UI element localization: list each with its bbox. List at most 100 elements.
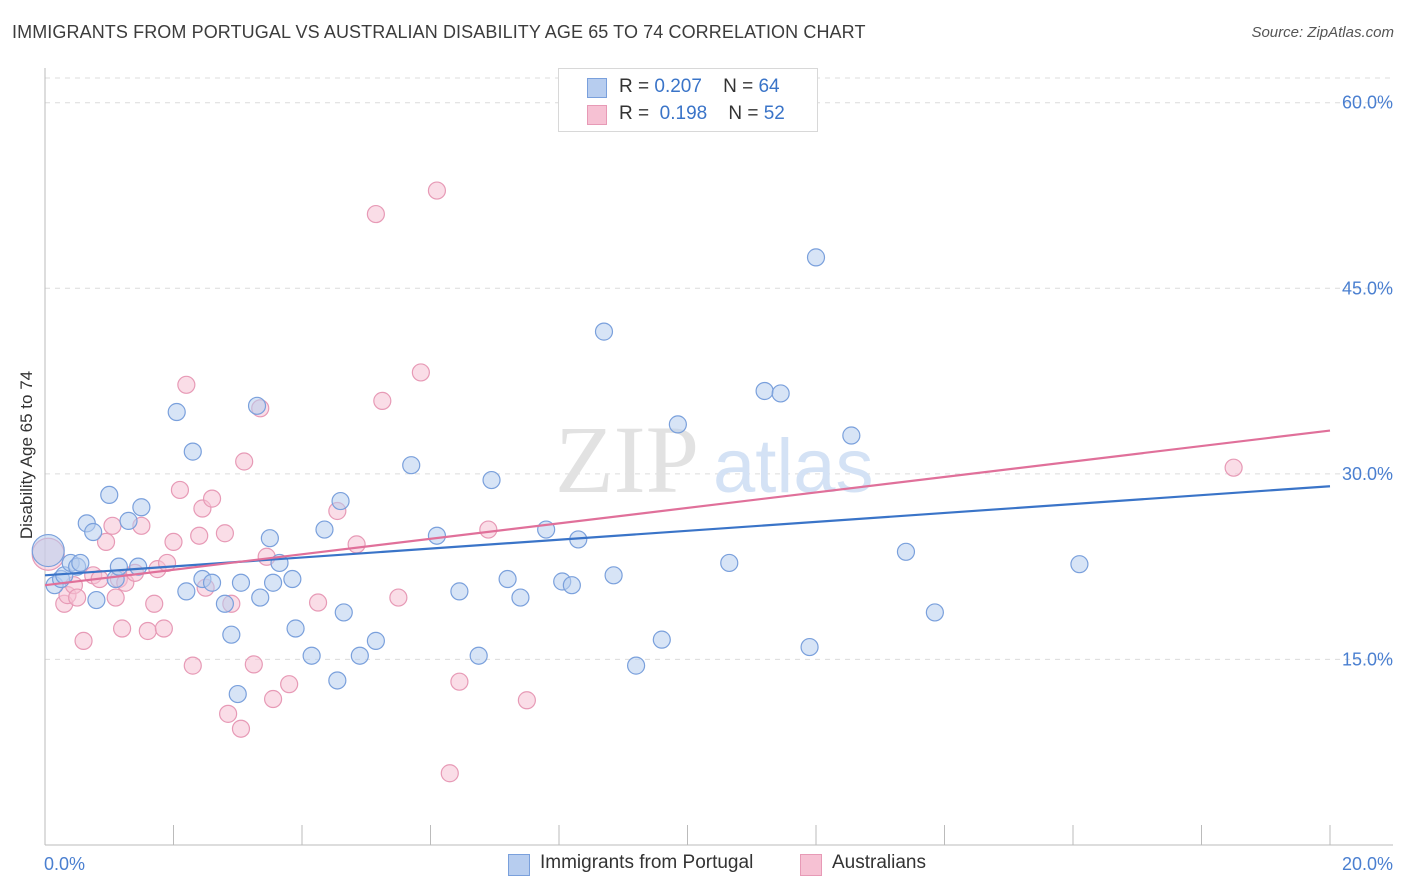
australians-point bbox=[74, 631, 93, 650]
portugal-point bbox=[331, 491, 350, 511]
australians-point bbox=[235, 452, 254, 471]
australians-point bbox=[440, 764, 459, 783]
bottom-legend-label-portugal: Immigrants from Portugal bbox=[540, 852, 754, 873]
australians-point bbox=[411, 363, 430, 382]
australians-point bbox=[373, 391, 392, 410]
australians-point bbox=[280, 675, 299, 694]
portugal-point bbox=[87, 590, 106, 610]
portugal-point bbox=[402, 456, 421, 475]
portugal-point bbox=[215, 594, 234, 613]
australians-point bbox=[177, 375, 196, 394]
australians-point bbox=[427, 181, 447, 200]
australians-point bbox=[517, 691, 536, 710]
trend-lines bbox=[44, 429, 1331, 587]
portugal-point bbox=[427, 526, 447, 545]
australians-point bbox=[479, 520, 498, 539]
australians-point bbox=[450, 672, 469, 691]
bottom-legend-swatch-pink bbox=[800, 854, 822, 876]
portugal-point bbox=[806, 248, 826, 267]
legend-n-value: 52 bbox=[763, 103, 785, 124]
australians-point bbox=[164, 532, 183, 552]
portugal-point bbox=[350, 646, 369, 665]
portugal-point bbox=[286, 619, 305, 638]
portugal-point bbox=[562, 576, 581, 595]
australians-point bbox=[154, 619, 173, 638]
portugal-point bbox=[222, 625, 241, 644]
australians-point bbox=[106, 588, 125, 607]
y-tick-label: 60.0% bbox=[1342, 93, 1393, 113]
australians-point bbox=[145, 594, 164, 613]
portugal-point bbox=[668, 415, 687, 434]
portugal-point bbox=[482, 470, 501, 490]
australians-point bbox=[103, 516, 122, 535]
portugal-point bbox=[31, 533, 65, 568]
portugal-point bbox=[263, 573, 283, 592]
trend-line-australians bbox=[44, 429, 1331, 587]
portugal-point bbox=[283, 569, 302, 589]
portugal-point bbox=[100, 485, 119, 505]
legend-swatch-blue bbox=[587, 78, 607, 98]
y-tick-label: 15.0% bbox=[1342, 649, 1393, 669]
tick-labels: 15.0% 30.0% 45.0% 60.0% 0.0% 20.0% bbox=[44, 93, 1393, 874]
portugal-point bbox=[334, 603, 353, 622]
portugal-point bbox=[84, 522, 103, 542]
legend-swatch-pink bbox=[587, 105, 607, 125]
portugal-point bbox=[167, 402, 186, 422]
australians-point bbox=[170, 480, 190, 500]
portugal-point bbox=[71, 553, 90, 573]
portugal-point bbox=[366, 631, 385, 650]
y-tick-label: 45.0% bbox=[1342, 278, 1393, 298]
portugal-point bbox=[177, 582, 196, 601]
australians-point bbox=[244, 655, 263, 674]
x-tick-label: 0.0% bbox=[44, 854, 85, 874]
australians-point bbox=[389, 588, 408, 607]
australians-point bbox=[215, 524, 234, 543]
portugal-point bbox=[119, 511, 138, 530]
legend-n-label: N = bbox=[728, 103, 759, 124]
portugal-point bbox=[183, 442, 202, 461]
portugal-point bbox=[771, 384, 790, 403]
watermark: ZIP atlas bbox=[555, 406, 874, 513]
legend-r-value: 0.207 bbox=[654, 76, 702, 97]
portugal-point bbox=[251, 588, 270, 607]
portugal-point bbox=[604, 566, 623, 585]
legend-n-label: N = bbox=[723, 76, 754, 97]
australians-point bbox=[183, 656, 202, 675]
portugal-point bbox=[842, 426, 861, 445]
portugal-point bbox=[652, 630, 671, 649]
portugal-point bbox=[469, 646, 488, 665]
australians-point bbox=[347, 535, 366, 554]
legend-r-label: R = bbox=[619, 103, 650, 124]
australians-point bbox=[231, 719, 251, 738]
legend: R = 0.207 N = 64 R = 0.198 N = 52 bbox=[558, 68, 818, 132]
portugal-point bbox=[228, 684, 247, 704]
portugal-point bbox=[1070, 555, 1089, 574]
australians-point bbox=[1224, 458, 1243, 477]
australians-point bbox=[112, 619, 132, 638]
grid-lines bbox=[45, 77, 1393, 660]
portugal-point bbox=[132, 498, 151, 517]
legend-n-value: 64 bbox=[758, 76, 780, 97]
portugal-point bbox=[231, 573, 251, 592]
portugal-point bbox=[202, 573, 222, 592]
portugal-point bbox=[755, 381, 774, 401]
portugal-point bbox=[800, 637, 819, 657]
australians-point bbox=[68, 588, 87, 607]
legend-r-label: R = bbox=[619, 76, 650, 97]
bottom-legend-label-australians: Australians bbox=[832, 852, 926, 873]
portugal-point bbox=[511, 588, 530, 607]
australians-point bbox=[366, 204, 385, 224]
portugal-point bbox=[896, 542, 916, 561]
legend-r-value: 0.198 bbox=[659, 103, 708, 124]
portugal-point bbox=[109, 557, 128, 576]
australians-point bbox=[202, 489, 222, 508]
portugal-point bbox=[315, 520, 334, 539]
portugal-point bbox=[247, 396, 267, 415]
australians-point bbox=[308, 593, 328, 612]
y-tick-label: 30.0% bbox=[1342, 464, 1393, 484]
chart-title: IMMIGRANTS FROM PORTUGAL VS AUSTRALIAN D… bbox=[12, 22, 866, 42]
australians-point bbox=[138, 621, 157, 641]
portugal-point bbox=[594, 322, 614, 341]
portugal-point bbox=[626, 656, 646, 675]
